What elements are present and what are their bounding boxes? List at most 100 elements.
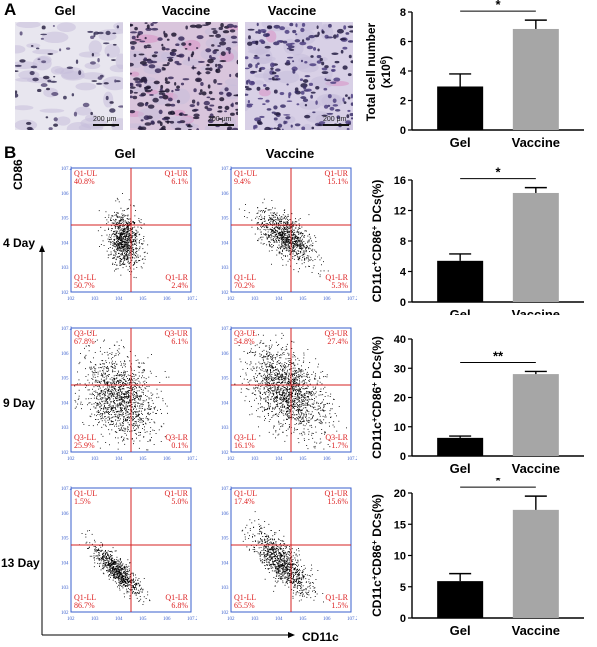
bar: [512, 374, 559, 456]
quadrant-percent: 25.9%: [74, 441, 95, 450]
quadrant-percent: 1.5%: [74, 497, 91, 506]
y-tick-label: 16: [394, 175, 406, 187]
y-tick-label: 10: [394, 551, 406, 563]
quadrant-percent: 0.1%: [171, 441, 188, 450]
y-tick-label: 2: [400, 96, 406, 108]
y-tick-label: 12: [394, 206, 406, 218]
quadrant-label: Q3-UR: [164, 329, 188, 338]
y-axis-label: CD11c+CD86+ DCs(%): [370, 336, 385, 459]
x-category-label: Gel: [450, 461, 471, 473]
y-tick-label: 4: [400, 66, 407, 78]
row-label-9-day: 9 Day: [3, 396, 36, 410]
x-category-label: Vaccine: [512, 307, 560, 315]
svg-text:106: 106: [163, 457, 171, 462]
bar: [512, 192, 559, 302]
svg-text:105: 105: [61, 377, 69, 382]
svg-text:102: 102: [61, 451, 69, 456]
svg-text:104: 104: [275, 297, 283, 302]
bar: [437, 581, 484, 618]
micrograph-vaccine-1: 200 μm: [130, 22, 238, 130]
quadrant-percent: 6.1%: [171, 177, 188, 186]
row-label-4-day: 4 Day: [3, 236, 36, 250]
micrograph-gel: 200 μm: [15, 22, 123, 130]
quadrant-percent: 1.7%: [331, 441, 348, 450]
svg-text:105: 105: [61, 217, 69, 222]
quadrant-label: Q1-UL: [74, 489, 97, 498]
svg-text:104: 104: [115, 297, 123, 302]
bar: [437, 437, 484, 456]
quadrant-percent: 5.0%: [171, 497, 188, 506]
svg-text:104: 104: [115, 457, 123, 462]
cd11c-axis-label: CD11c: [302, 630, 339, 644]
y-tick-label: 20: [394, 488, 406, 500]
quadrant-percent: 54.8%: [234, 337, 255, 346]
x-category-label: Gel: [450, 307, 471, 315]
y-tick-label: 0: [400, 613, 406, 625]
quadrant-percent: 67.8%: [74, 337, 95, 346]
quadrant-percent: 17.4%: [234, 497, 255, 506]
svg-text:102: 102: [227, 297, 235, 302]
quadrant-percent: 16.1%: [234, 441, 255, 450]
bar-chart-dcs-13-day: 0 5 10 15 20 Gel Vaccine * CD11c+CD86+ DCs(%): [370, 478, 584, 638]
quadrant-label: Q1-UL: [234, 169, 257, 178]
svg-text:106: 106: [61, 352, 69, 357]
x-category-label: Vaccine: [512, 461, 560, 473]
y-tick-label: 0: [400, 451, 406, 463]
y-tick-label: 20: [394, 393, 406, 405]
svg-text:103: 103: [61, 426, 69, 431]
flow-plot-vaccine-13-day: 102102103103104104105105106106107.2107.2…: [221, 487, 357, 622]
y-axis-label: CD11c+CD86+ DCs(%): [370, 180, 385, 303]
svg-text:105: 105: [139, 457, 147, 462]
y-tick-label: 8: [400, 7, 406, 19]
y-tick-label: 0: [400, 297, 406, 309]
quadrant-label: Q1-LL: [234, 273, 256, 282]
significance-marker: *: [495, 0, 501, 12]
svg-text:106: 106: [61, 192, 69, 197]
quadrant-label: Q3-LL: [74, 433, 96, 442]
y-tick-label: 10: [394, 422, 406, 434]
quadrant-percent: 70.2%: [234, 281, 255, 290]
svg-text:107.2: 107.2: [61, 167, 73, 172]
svg-text:104: 104: [221, 241, 229, 246]
quadrant-label: Q1-UL: [74, 169, 97, 178]
row-label-13-day: 13 Day: [1, 556, 40, 570]
quadrant-label: Q1-LR: [165, 273, 188, 282]
svg-text:107.2: 107.2: [221, 167, 233, 172]
flow-plot-gel-13-day: 102102103103104104105105106106107.2107.2…: [61, 487, 197, 622]
svg-text:102: 102: [67, 297, 75, 302]
svg-text:105: 105: [139, 297, 147, 302]
svg-text:105: 105: [299, 297, 307, 302]
svg-text:103: 103: [91, 297, 99, 302]
svg-text:107.2: 107.2: [187, 297, 197, 302]
panel-a-letter: A: [4, 0, 17, 19]
quadrant-label: Q3-LL: [234, 433, 256, 442]
y-tick-label: 30: [394, 363, 406, 375]
bar: [437, 260, 484, 302]
svg-text:103: 103: [61, 266, 69, 271]
quadrant-percent: 27.4%: [327, 337, 348, 346]
x-category-label: Gel: [450, 623, 471, 638]
bar-chart-dcs-9-day: 0 10 20 30 40 Gel Vaccine ** CD11c+CD86+ DCs(%): [370, 334, 584, 473]
flow-plot-vaccine-9-day: 102102103103104104105105106106107.2107.2…: [221, 327, 357, 462]
y-axis-label-unit: (x106): [379, 56, 394, 88]
bar: [437, 86, 484, 130]
quadrant-label: Q1-LR: [325, 273, 348, 282]
svg-text:107.2: 107.2: [347, 297, 357, 302]
quadrant-label: Q1-UR: [324, 489, 348, 498]
svg-text:105: 105: [221, 217, 229, 222]
svg-text:104: 104: [61, 241, 69, 246]
scale-bar-label: 200 μm: [208, 116, 232, 123]
quadrant-label: Q1-LL: [74, 593, 96, 602]
svg-text:103: 103: [221, 266, 229, 271]
svg-text:106: 106: [323, 297, 331, 302]
y-tick-label: 8: [400, 236, 406, 248]
quadrant-label: Q1-LR: [165, 593, 188, 602]
bar: [512, 509, 559, 618]
panel-b-letter: B: [4, 143, 17, 162]
x-category-label: Vaccine: [512, 623, 560, 638]
svg-text:107.2: 107.2: [61, 327, 73, 332]
